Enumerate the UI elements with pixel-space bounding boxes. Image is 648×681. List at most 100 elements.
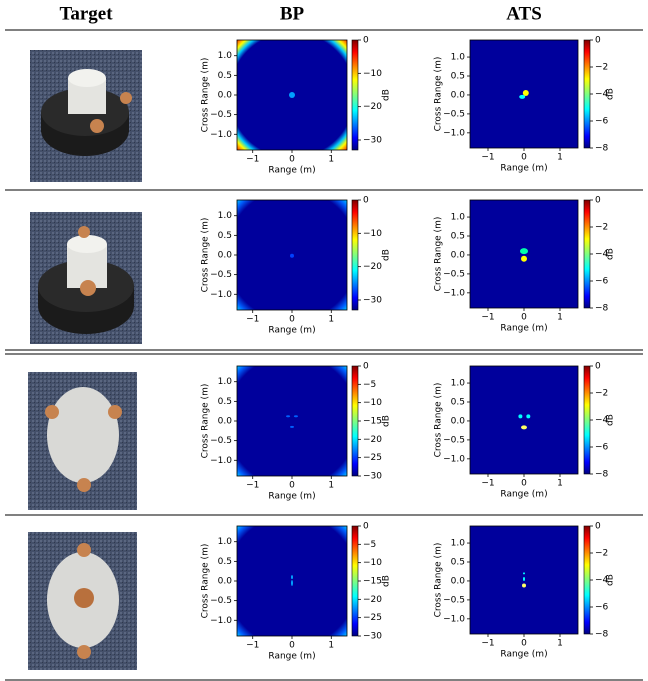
y-tick-label: −1.0	[443, 614, 465, 624]
colorbar-tick-label: −4	[595, 416, 609, 426]
y-tick-label: 0.5	[218, 557, 232, 567]
x-tick-label: −1	[481, 479, 494, 489]
x-tick-label: 1	[557, 639, 563, 649]
colorbar-label: dB	[382, 249, 392, 261]
target-photo	[28, 372, 137, 510]
x-axis-label: Range (m)	[268, 492, 315, 502]
y-axis-label: Cross Range (m)	[434, 383, 444, 458]
y-tick-label: 0.0	[451, 576, 466, 586]
header-bp: BP	[280, 3, 305, 24]
colorbar	[583, 365, 591, 475]
colorbar-tick-label: 0	[595, 36, 601, 46]
x-tick-label: 0	[521, 479, 527, 489]
heatmap-spot	[523, 577, 525, 582]
y-tick-label: −0.5	[210, 436, 232, 446]
colorbar	[583, 39, 591, 149]
colorbar-tick-label: −10	[363, 69, 382, 79]
y-tick-label: −1.0	[443, 128, 465, 138]
y-tick-label: 1.0	[218, 51, 233, 61]
x-tick-label: 0	[289, 641, 295, 651]
heatmap-spot	[518, 414, 523, 419]
y-tick-label: 0.5	[451, 398, 465, 408]
x-tick-label: 1	[328, 315, 334, 325]
colorbar-tick-label: −30	[363, 296, 382, 306]
colorbar-label: dB	[382, 575, 392, 587]
x-tick-label: −1	[246, 155, 259, 165]
y-axis-label: Cross Range (m)	[201, 384, 211, 459]
heatmap-spot	[523, 572, 525, 575]
x-tick-label: 1	[328, 641, 334, 651]
y-tick-label: 0.5	[218, 231, 232, 241]
y-axis-label: Cross Range (m)	[201, 58, 211, 133]
heatmap-spot	[521, 255, 527, 262]
colorbar-tick-label: −2	[595, 63, 608, 73]
heatmap-spot	[519, 94, 526, 99]
x-axis-label: Range (m)	[500, 490, 547, 500]
colorbar-tick-label: −15	[363, 417, 382, 427]
colorbar-tick-label: −30	[363, 136, 382, 146]
x-axis-label: Range (m)	[500, 164, 547, 174]
x-tick-label: 0	[289, 481, 295, 491]
y-tick-label: −1.0	[210, 290, 232, 300]
colorbar-tick-label: −8	[595, 630, 609, 640]
y-axis-label: Cross Range (m)	[434, 217, 444, 292]
colorbar-tick-label: −2	[595, 549, 608, 559]
colorbar-tick-label: −20	[363, 102, 382, 112]
colorbar-tick-label: 0	[595, 362, 601, 372]
y-axis-label: Cross Range (m)	[201, 544, 211, 619]
colorbar-tick-label: −5	[363, 540, 376, 550]
heatmap-spot	[521, 425, 527, 430]
heatmap-spot	[286, 415, 291, 418]
colorbar-tick-label: −20	[363, 435, 382, 445]
colorbar-tick-label: −6	[595, 603, 609, 613]
heatmap-spot	[520, 248, 528, 255]
heatmap-spot	[293, 415, 298, 418]
y-tick-label: 1.0	[451, 539, 466, 549]
x-tick-label: 1	[328, 481, 334, 491]
x-tick-label: 0	[521, 639, 527, 649]
x-axis-label: Range (m)	[500, 324, 547, 334]
y-tick-label: 0.5	[218, 397, 232, 407]
colorbar-label: dB	[382, 415, 392, 427]
y-tick-label: 1.0	[218, 211, 233, 221]
x-tick-label: −1	[246, 641, 259, 651]
y-tick-label: −1.0	[210, 616, 232, 626]
y-tick-label: 0.0	[218, 91, 233, 101]
colorbar-tick-label: −30	[363, 632, 382, 642]
heatmap-region	[237, 366, 347, 476]
x-tick-label: 0	[289, 155, 295, 165]
heatmap-spot	[289, 92, 295, 98]
y-axis-label: Cross Range (m)	[434, 57, 444, 132]
colorbar-tick-label: −15	[363, 577, 382, 587]
colorbar	[351, 525, 359, 637]
colorbar	[583, 525, 591, 635]
heatmap	[470, 366, 578, 474]
heatmap-spot	[522, 583, 526, 588]
colorbar	[351, 199, 359, 311]
y-tick-label: −0.5	[210, 270, 232, 280]
target-photo	[28, 532, 137, 670]
y-tick-label: −1.0	[210, 456, 232, 466]
x-tick-label: 1	[557, 313, 563, 323]
y-tick-label: 0.0	[451, 90, 466, 100]
y-tick-label: 0.5	[451, 558, 465, 568]
colorbar-tick-label: 0	[363, 196, 369, 206]
y-tick-label: −1.0	[210, 130, 232, 140]
x-axis-label: Range (m)	[500, 650, 547, 660]
y-tick-label: 1.0	[218, 377, 233, 387]
x-axis-label: Range (m)	[268, 652, 315, 662]
y-tick-label: 0.0	[451, 416, 466, 426]
y-tick-label: −1.0	[443, 288, 465, 298]
x-tick-label: −1	[246, 481, 259, 491]
x-tick-label: −1	[246, 315, 259, 325]
colorbar-label: dB	[606, 248, 616, 260]
y-tick-label: 0.5	[218, 71, 232, 81]
colorbar-tick-label: −30	[363, 472, 382, 482]
x-tick-label: −1	[481, 153, 494, 163]
colorbar-tick-label: −6	[595, 277, 609, 287]
y-tick-label: −0.5	[443, 109, 465, 119]
colorbar-tick-label: −8	[595, 470, 609, 480]
x-tick-label: 0	[521, 153, 527, 163]
heatmap-spot	[290, 425, 294, 428]
